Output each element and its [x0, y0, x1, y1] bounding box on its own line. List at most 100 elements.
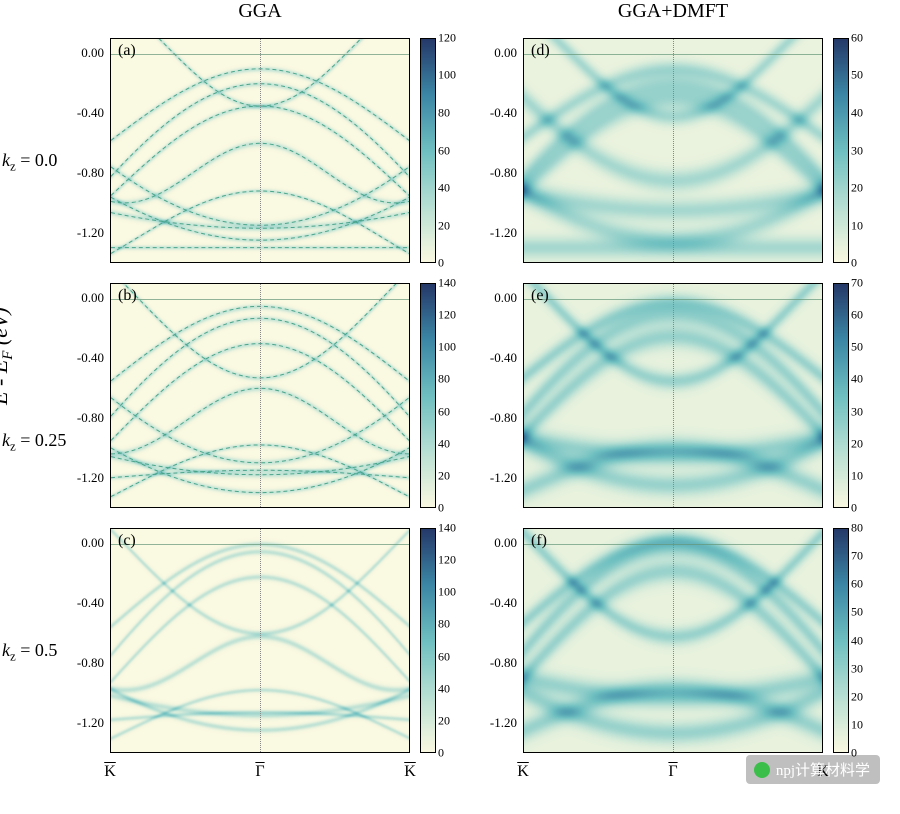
- y-axis: 0.00 -0.40 -0.80 -1.20: [55, 273, 110, 518]
- colorbar-d: 0102030405060: [823, 28, 881, 273]
- cbar-tick: 20: [438, 218, 450, 233]
- ytick: -0.40: [490, 105, 517, 121]
- gamma-guideline: [673, 284, 674, 507]
- fermi-line: [524, 299, 822, 300]
- ytick: -0.40: [77, 595, 104, 611]
- cbar-tick: 0: [438, 746, 444, 761]
- ytick: -1.20: [77, 225, 104, 241]
- ytick: -1.20: [77, 715, 104, 731]
- ytick: -0.80: [490, 165, 517, 181]
- cbar-tick: 0: [851, 501, 857, 516]
- gamma-guideline: [260, 39, 261, 262]
- fermi-line: [111, 299, 409, 300]
- cbar-tick: 50: [851, 605, 863, 620]
- colorbar-b: 020406080100120140: [410, 273, 468, 518]
- cbar-tick: 30: [851, 143, 863, 158]
- figure-grid: GGA GGA+DMFT 0.00-0.40-0.80-1.20(a)02040…: [55, 0, 895, 800]
- colorbar-ticks: 010203040506070: [851, 283, 881, 508]
- cbar-tick: 20: [851, 180, 863, 195]
- cbar-tick: 40: [438, 436, 450, 451]
- ytick: 0.00: [81, 290, 104, 306]
- cbar-tick: 10: [851, 218, 863, 233]
- colorbar-ticks: 01020304050607080: [851, 528, 881, 753]
- ytick: -1.20: [490, 715, 517, 731]
- fermi-line: [111, 544, 409, 545]
- cbar-tick: 140: [438, 276, 456, 291]
- ytick: -0.80: [490, 655, 517, 671]
- colorbar-e: 0 10 20 30 40 50 60 70: [823, 273, 881, 518]
- watermark: npj计算材料学: [746, 755, 880, 784]
- y-axis-label: E - EF (eV): [0, 307, 17, 405]
- gamma-guideline: [260, 284, 261, 507]
- kz-label-0: kz = 0.0: [2, 150, 57, 175]
- panel-b: (b): [110, 273, 410, 518]
- ytick: 0.00: [494, 45, 517, 61]
- cbar-tick: 20: [438, 713, 450, 728]
- ytick: -0.80: [77, 410, 104, 426]
- cbar-tick: 10: [851, 717, 863, 732]
- cbar-tick: 10: [851, 468, 863, 483]
- panel-a: (a): [110, 28, 410, 273]
- cbar-tick: 70: [851, 276, 863, 291]
- ytick: -1.20: [490, 225, 517, 241]
- cbar-tick: 40: [851, 633, 863, 648]
- fermi-line: [524, 544, 822, 545]
- y-axis: 0.00 -0.40 -0.80 -1.20: [468, 28, 523, 273]
- panel-label: (c): [118, 532, 136, 550]
- col-title-gga: GGA: [110, 0, 410, 28]
- cbar-tick: 30: [851, 404, 863, 419]
- ytick: -0.80: [490, 410, 517, 426]
- colorbar-ticks: 020406080100120140: [438, 283, 468, 508]
- ytick: -0.40: [77, 350, 104, 366]
- cbar-tick: 40: [438, 681, 450, 696]
- cbar-tick: 50: [851, 340, 863, 355]
- colorbar-a: 020406080100120: [410, 28, 468, 273]
- y-axis: 0.00-0.40-0.80-1.20: [55, 518, 110, 763]
- panel-label: (e): [531, 287, 549, 305]
- colorbar-ticks: 020406080100120140: [438, 528, 468, 753]
- colorbar-ticks: 020406080100120: [438, 38, 468, 263]
- ytick: -0.40: [77, 105, 104, 121]
- colorbar-f: 01020304050607080: [823, 518, 881, 763]
- gamma-guideline: [673, 39, 674, 262]
- ytick: -0.80: [77, 165, 104, 181]
- cbar-tick: 60: [438, 649, 450, 664]
- colorbar-c: 020406080100120140: [410, 518, 468, 763]
- kz-label-2: kz = 0.5: [2, 640, 57, 665]
- fermi-line: [111, 54, 409, 55]
- fermi-line: [524, 54, 822, 55]
- cbar-tick: 60: [851, 577, 863, 592]
- ytick: 0.00: [81, 45, 104, 61]
- cbar-tick: 60: [851, 308, 863, 323]
- cbar-tick: 60: [438, 404, 450, 419]
- ytick: -0.40: [490, 595, 517, 611]
- panel-e: (e): [523, 273, 823, 518]
- cbar-tick: 40: [851, 372, 863, 387]
- cbar-tick: 100: [438, 585, 456, 600]
- col-title-dmft: GGA+DMFT: [523, 0, 823, 28]
- ytick: -0.80: [77, 655, 104, 671]
- cbar-tick: 20: [851, 689, 863, 704]
- cbar-tick: 140: [438, 521, 456, 536]
- colorbar-ticks: 0102030405060: [851, 38, 881, 263]
- cbar-tick: 20: [851, 436, 863, 451]
- panel-label: (d): [531, 42, 550, 60]
- ytick: -1.20: [77, 470, 104, 486]
- cbar-tick: 100: [438, 340, 456, 355]
- ytick: -1.20: [490, 470, 517, 486]
- cbar-tick: 0: [438, 256, 444, 271]
- cbar-tick: 60: [851, 31, 863, 46]
- panel-label: (f): [531, 532, 547, 550]
- cbar-tick: 40: [851, 105, 863, 120]
- panel-c: (c): [110, 518, 410, 763]
- gamma-guideline: [260, 529, 261, 752]
- panel-d: (d): [523, 28, 823, 273]
- cbar-tick: 60: [438, 143, 450, 158]
- x-axis: KΓK: [110, 763, 410, 793]
- cbar-tick: 70: [851, 549, 863, 564]
- gamma-guideline: [673, 529, 674, 752]
- panel-label: (a): [118, 42, 136, 60]
- cbar-tick: 100: [438, 68, 456, 83]
- cbar-tick: 0: [438, 501, 444, 516]
- cbar-tick: 120: [438, 308, 456, 323]
